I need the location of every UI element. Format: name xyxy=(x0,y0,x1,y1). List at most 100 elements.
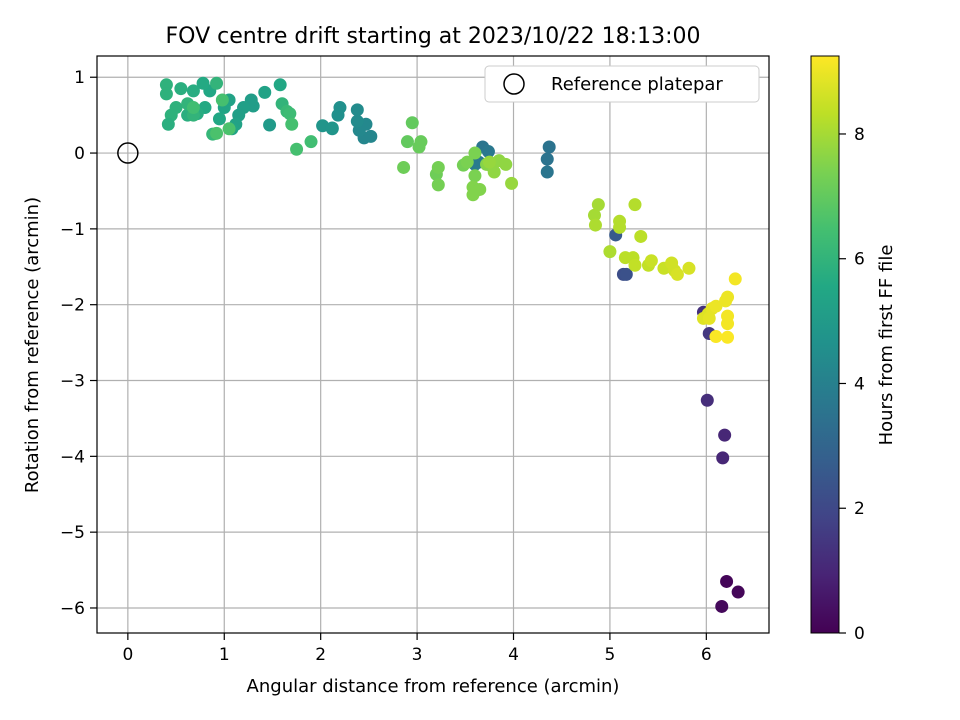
plot-background xyxy=(97,56,769,633)
data-point xyxy=(482,155,496,169)
data-point xyxy=(331,108,345,122)
data-point xyxy=(350,103,364,117)
data-point xyxy=(431,160,445,174)
colorbar-tick-label: 6 xyxy=(854,250,865,270)
data-point xyxy=(709,299,723,313)
data-point xyxy=(542,140,556,154)
data-point xyxy=(161,117,175,131)
y-tick-label: −1 xyxy=(60,220,85,240)
data-point xyxy=(215,93,229,107)
data-point xyxy=(587,208,601,222)
y-tick-label: −2 xyxy=(60,296,85,316)
legend: Reference platepar xyxy=(484,65,760,103)
x-tick-label: 5 xyxy=(605,645,616,665)
data-point xyxy=(283,107,297,121)
data-point xyxy=(682,261,696,275)
legend-label: Reference platepar xyxy=(551,74,723,95)
data-point xyxy=(644,254,658,268)
data-point xyxy=(540,165,554,179)
y-tick-label: −3 xyxy=(60,372,85,392)
x-axis-label: Angular distance from reference (arcmin) xyxy=(247,676,620,697)
chart-title: FOV centre drift starting at 2023/10/22 … xyxy=(166,24,701,49)
colorbar-tick-label: 8 xyxy=(854,125,865,145)
data-point xyxy=(196,76,210,90)
x-tick-label: 2 xyxy=(315,645,326,665)
data-point xyxy=(715,599,729,613)
x-tick-label: 4 xyxy=(508,645,519,665)
data-point xyxy=(718,428,732,442)
data-point xyxy=(728,272,742,286)
colorbar-tick-label: 0 xyxy=(854,624,865,644)
plot-area xyxy=(96,55,770,634)
data-points xyxy=(159,76,745,613)
data-point xyxy=(400,135,414,149)
data-point xyxy=(159,87,173,101)
data-point xyxy=(273,78,287,92)
data-point xyxy=(716,451,730,465)
data-point xyxy=(222,122,236,136)
data-point xyxy=(670,267,684,281)
x-tick-label: 3 xyxy=(412,645,423,665)
data-point xyxy=(700,393,714,407)
data-point xyxy=(186,101,200,115)
data-point xyxy=(466,188,480,202)
y-tick-label: −5 xyxy=(60,523,85,543)
data-point xyxy=(350,114,364,128)
data-point xyxy=(591,198,605,212)
data-point xyxy=(431,178,445,192)
data-point xyxy=(186,84,200,98)
colorbar-label: Hours from first FF file xyxy=(876,245,897,446)
data-point xyxy=(709,330,723,344)
data-point xyxy=(405,116,419,130)
data-point xyxy=(721,317,735,331)
y-tick-label: −4 xyxy=(60,447,85,467)
y-tick-label: −6 xyxy=(60,599,85,619)
colorbar-tick-label: 2 xyxy=(854,499,865,519)
y-axis-ticks: 1 0 −1 −2 −3 −4 −5 −6 xyxy=(60,68,97,619)
y-tick-label: 1 xyxy=(74,68,85,88)
data-point xyxy=(174,82,188,96)
colorbar-tick-label: 4 xyxy=(854,374,865,394)
data-point xyxy=(487,165,501,179)
data-point xyxy=(628,258,642,272)
data-point xyxy=(505,176,519,190)
data-point xyxy=(719,294,733,308)
data-point xyxy=(628,198,642,212)
data-point xyxy=(499,157,513,171)
data-point xyxy=(414,135,428,149)
y-axis-label: Rotation from reference (arcmin) xyxy=(22,197,43,493)
data-point xyxy=(603,245,617,259)
legend-box xyxy=(484,65,760,103)
plot-frame xyxy=(96,55,770,634)
data-point xyxy=(285,117,299,131)
data-point xyxy=(588,218,602,232)
data-point xyxy=(210,76,224,90)
reference-point xyxy=(117,142,139,164)
y-tick-label: 0 xyxy=(74,144,85,164)
data-point xyxy=(263,118,277,132)
data-point xyxy=(731,585,745,599)
legend-marker-icon xyxy=(503,73,525,95)
data-point xyxy=(290,142,304,156)
x-tick-label: 1 xyxy=(219,645,230,665)
data-point xyxy=(540,152,554,166)
data-point xyxy=(258,85,272,99)
grid-lines xyxy=(97,56,769,633)
data-point xyxy=(212,112,226,126)
data-point xyxy=(634,229,648,243)
colorbar: 0 2 4 6 8 Hours from first FF file xyxy=(810,55,897,644)
data-point xyxy=(720,574,734,588)
data-point xyxy=(613,220,627,234)
data-point xyxy=(468,146,482,160)
colorbar-ticks: 0 2 4 6 8 xyxy=(839,125,865,644)
data-point xyxy=(481,145,495,159)
data-point xyxy=(304,135,318,149)
data-point xyxy=(210,126,224,140)
data-point xyxy=(702,311,716,325)
data-point xyxy=(619,267,633,281)
x-axis-ticks: 0 1 2 3 4 5 6 xyxy=(122,633,712,665)
x-tick-label: 0 xyxy=(122,645,133,665)
data-point xyxy=(460,155,474,169)
colorbar-gradient xyxy=(810,55,840,634)
